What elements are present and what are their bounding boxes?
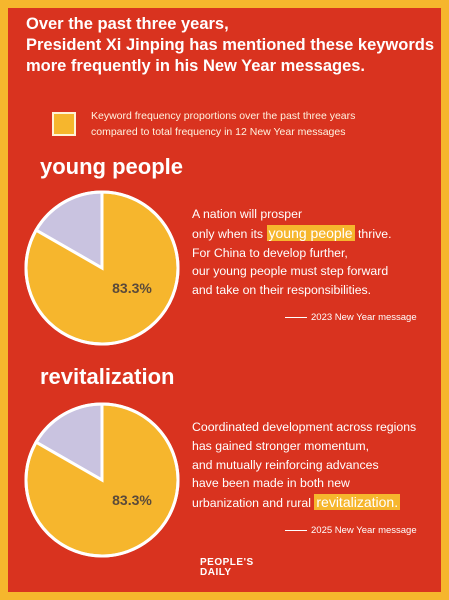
quote-line-2: has gained stronger momentum, — [192, 438, 370, 453]
quote-young-people: A nation will prosper only when its youn… — [192, 205, 437, 300]
quote-line-3: and mutually reinforcing advances — [192, 457, 379, 472]
keyword-highlight: young people — [266, 224, 355, 241]
source-attribution: 2023 New Year message — [285, 312, 417, 324]
quote-line-4: have been made in both new — [192, 476, 350, 491]
pie-svg: 83.3% — [24, 402, 180, 558]
legend-swatch — [52, 112, 76, 136]
source-text: 2025 New Year message — [311, 525, 417, 536]
title-line-3: more frequently in his New Year messages… — [26, 57, 366, 75]
logo-line-1: PEOPLE'S — [200, 557, 254, 568]
pie-value-label: 83.3% — [112, 280, 152, 296]
keyword-heading-young-people: young people — [40, 154, 183, 179]
source-text: 2023 New Year message — [311, 312, 417, 323]
legend-line-1: Keyword frequency proportions over the p… — [91, 110, 356, 122]
title-line-1: Over the past three years, — [26, 15, 229, 33]
quote-line-5: and take on their responsibilities. — [192, 283, 372, 298]
pie-value-label: 83.3% — [112, 492, 152, 508]
quote-line-2-pre: only when its — [192, 226, 267, 241]
quote-line-2: only when its young people thrive. — [192, 224, 437, 244]
pie-svg: 83.3% — [24, 190, 180, 346]
keyword-highlight: revitalization. — [314, 494, 401, 511]
source-attribution: 2025 New Year message — [285, 525, 417, 537]
quote-line-5-pre: urbanization and rural — [192, 496, 315, 511]
quote-line-2-post: thrive. — [354, 226, 392, 241]
quote-revitalization: Coordinated development across regions h… — [192, 418, 437, 513]
dash-divider — [285, 529, 307, 531]
quote-line-1: A nation will prosper — [192, 207, 303, 221]
quote-line-5: urbanization and rural revitalization. — [192, 493, 437, 513]
keyword-heading-revitalization: revitalization — [40, 364, 175, 389]
pie-chart-young-people: 83.3% — [22, 188, 182, 348]
peoples-daily-logo: PEOPLE'S DAILY — [200, 558, 260, 578]
dash-divider — [285, 316, 307, 318]
page-title: Over the past three years, President Xi … — [26, 14, 436, 77]
legend-text: Keyword frequency proportions over the p… — [91, 108, 421, 140]
logo-line-2: DAILY — [200, 567, 232, 578]
pie-outline — [24, 402, 180, 558]
legend-line-2: compared to total frequency in 12 New Ye… — [91, 126, 346, 138]
title-line-2: President Xi Jinping has mentioned these… — [26, 36, 435, 54]
quote-line-4: our young people must step forward — [192, 264, 389, 279]
quote-line-3: For China to develop further, — [192, 245, 348, 260]
pie-outline — [24, 190, 180, 346]
quote-line-1: Coordinated development across regions — [192, 420, 417, 434]
pie-chart-revitalization: 83.3% — [22, 400, 182, 560]
